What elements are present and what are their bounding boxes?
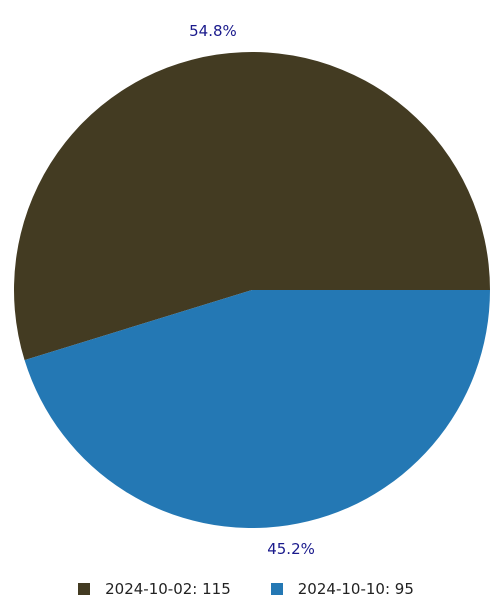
legend-item-2024-10-02: 2024-10-02: 115: [78, 580, 231, 598]
pie-slice-2024-10-10: [24, 290, 490, 529]
legend-item-2024-10-10: 2024-10-10: 95: [270, 580, 414, 598]
pie-label-2024-10-10: 45.2%: [267, 540, 315, 558]
legend-value-2024-10-10: 95: [394, 580, 414, 598]
legend-swatch-2024-10-02: [78, 583, 91, 595]
pie-label-2024-10-02: 54.8%: [189, 22, 237, 40]
legend-label-2024-10-02: 2024-10-02: [105, 580, 193, 598]
legend: 2024-10-02: 115 2024-10-10: 95: [0, 575, 492, 603]
pie-slice-2024-10-02: [14, 52, 491, 361]
legend-value-2024-10-02: 115: [202, 580, 231, 598]
pie-labels: 54.8% 45.2%: [189, 22, 315, 558]
legend-swatch-2024-10-10: [270, 583, 283, 595]
legend-label-2024-10-10: 2024-10-10: [297, 580, 385, 598]
pie-slices: [14, 52, 491, 529]
